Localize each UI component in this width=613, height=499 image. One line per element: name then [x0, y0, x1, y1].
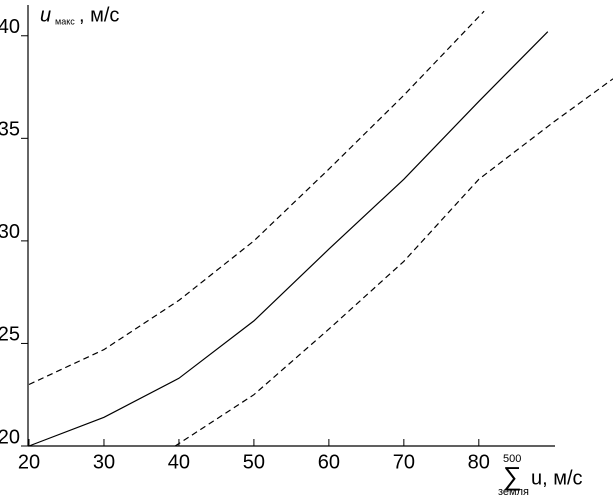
- x-label-sum: ∑: [503, 461, 522, 491]
- data-line: [28, 31, 549, 447]
- data-line: [174, 78, 613, 447]
- x-tick-label: 60: [318, 451, 340, 473]
- y-label-sub: макс: [55, 16, 75, 26]
- x-label-text: u, м/с: [531, 467, 583, 489]
- y-tick-label: 35: [0, 119, 20, 141]
- data-line: [28, 10, 485, 386]
- y-tick-label: 40: [0, 16, 20, 38]
- y-label-unit: , м/с: [79, 4, 119, 26]
- y-label-symbol: u: [40, 4, 51, 26]
- y-tick-label: 25: [0, 324, 20, 346]
- x-tick-label: 50: [243, 451, 265, 473]
- x-tick-label: 40: [168, 451, 190, 473]
- x-label-sum-bottom: земля: [498, 486, 529, 498]
- x-tick-label: 20: [18, 451, 40, 473]
- x-tick-label: 30: [93, 451, 115, 473]
- x-tick-label: 80: [468, 451, 490, 473]
- x-label-sum-top: 500: [503, 453, 521, 465]
- y-tick-label: 30: [0, 221, 20, 243]
- x-tick-label: 70: [393, 451, 415, 473]
- y-tick-label: 20: [0, 426, 20, 448]
